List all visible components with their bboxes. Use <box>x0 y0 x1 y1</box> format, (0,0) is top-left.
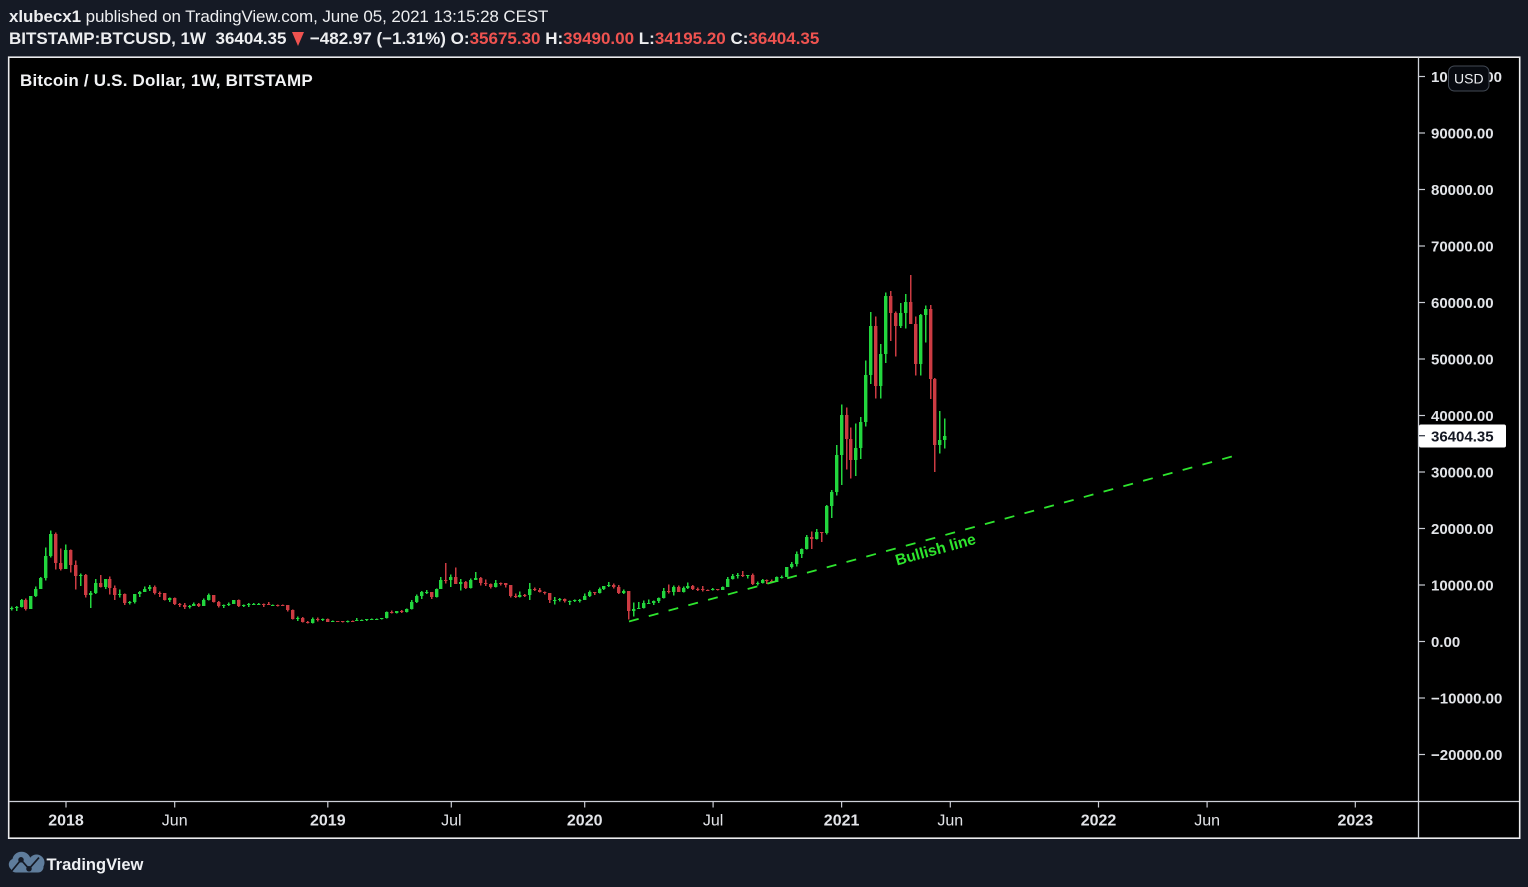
svg-text:−20000.00: −20000.00 <box>1431 747 1502 764</box>
svg-text:30000.00: 30000.00 <box>1431 464 1494 481</box>
svg-text:Jul: Jul <box>703 813 723 830</box>
svg-text:60000.00: 60000.00 <box>1431 295 1494 312</box>
svg-text:2018: 2018 <box>48 813 84 830</box>
svg-text:20000.00: 20000.00 <box>1431 521 1494 538</box>
svg-text:10000.00: 10000.00 <box>1431 577 1494 594</box>
svg-text:Jun: Jun <box>1194 813 1220 830</box>
svg-text:Jul: Jul <box>441 813 461 830</box>
svg-text:0.00: 0.00 <box>1431 634 1460 651</box>
svg-text:70000.00: 70000.00 <box>1431 238 1494 255</box>
svg-text:Jun: Jun <box>937 813 963 830</box>
svg-text:TradingView: TradingView <box>47 856 144 874</box>
svg-text:USD: USD <box>1454 71 1484 87</box>
svg-text:80000.00: 80000.00 <box>1431 182 1494 199</box>
svg-text:2020: 2020 <box>567 813 603 830</box>
svg-text:40000.00: 40000.00 <box>1431 408 1494 425</box>
svg-text:−10000.00: −10000.00 <box>1431 690 1502 707</box>
svg-text:2021: 2021 <box>824 813 860 830</box>
svg-text:2023: 2023 <box>1338 813 1374 830</box>
svg-text:36404.35: 36404.35 <box>1431 428 1494 445</box>
svg-text:2019: 2019 <box>310 813 346 830</box>
svg-text:2022: 2022 <box>1081 813 1117 830</box>
svg-text:50000.00: 50000.00 <box>1431 351 1494 368</box>
svg-text:90000.00: 90000.00 <box>1431 125 1494 142</box>
svg-text:Jun: Jun <box>162 813 188 830</box>
